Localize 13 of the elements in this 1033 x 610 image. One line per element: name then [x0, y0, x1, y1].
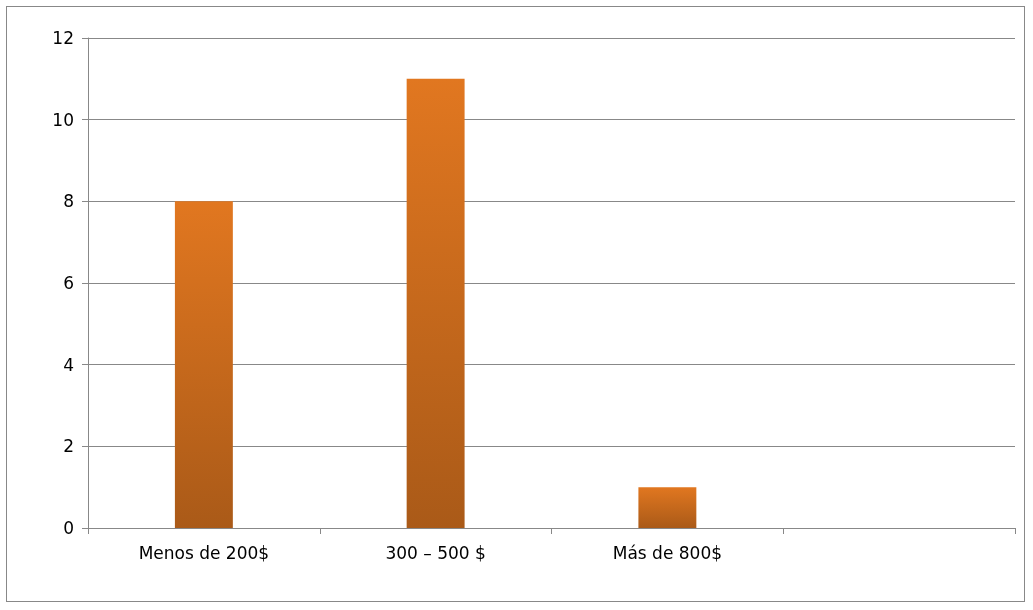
bar [638, 487, 697, 528]
x-tick-label: Más de 800$ [612, 542, 723, 563]
y-tick-label: 0 [63, 518, 74, 538]
y-tick-label: 8 [63, 191, 74, 212]
y-tick-label: 10 [52, 109, 74, 130]
x-tick-label: 300 – 500 $ [385, 542, 486, 563]
y-tick-label: 6 [63, 273, 74, 293]
y-tick-label: 2 [63, 436, 74, 457]
y-tick-label: 12 [52, 28, 74, 48]
y-tick-label: 4 [63, 354, 74, 375]
x-tick-label: Menos de 200$ [138, 542, 270, 563]
bar [174, 201, 233, 528]
bar [406, 78, 465, 528]
